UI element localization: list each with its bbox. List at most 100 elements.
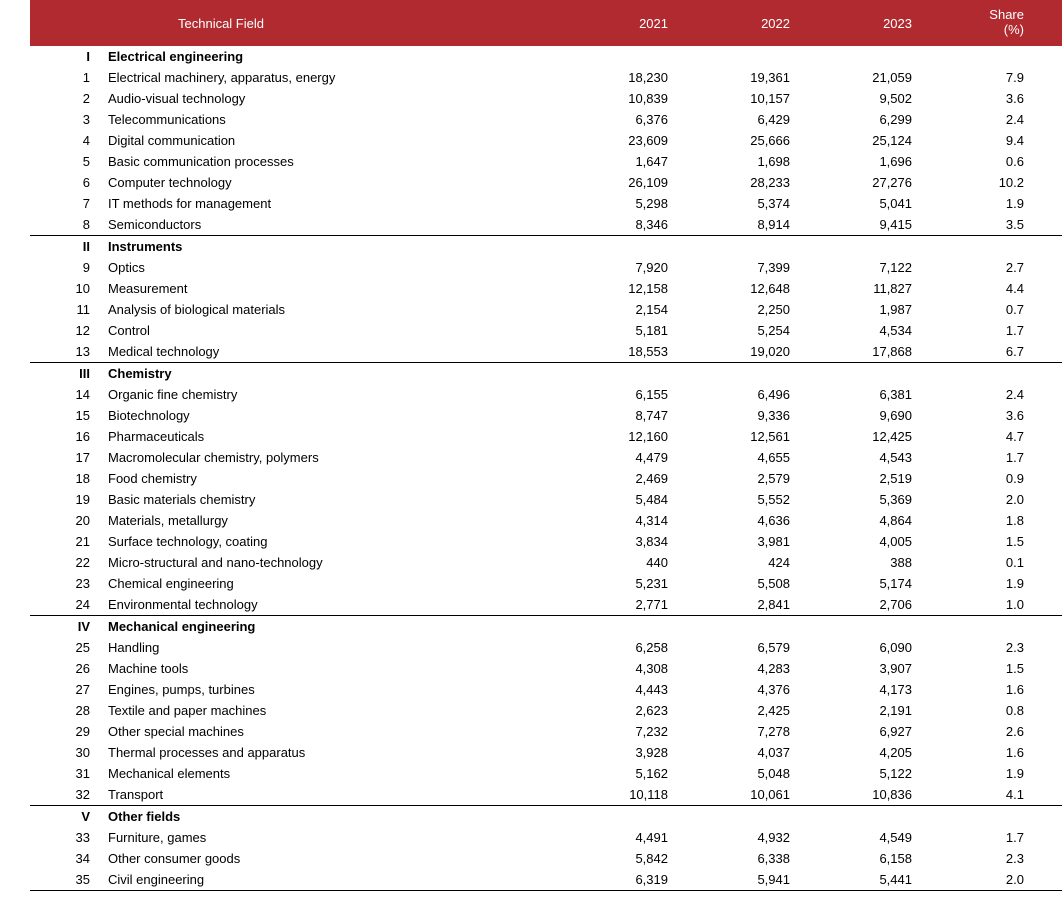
row-index: 31 bbox=[30, 763, 108, 784]
row-index: 10 bbox=[30, 278, 108, 299]
row-name: Micro-structural and nano-technology bbox=[108, 552, 558, 573]
row-2021: 18,553 bbox=[558, 341, 680, 363]
row-2021: 6,376 bbox=[558, 109, 680, 130]
row-2022: 8,914 bbox=[680, 214, 802, 236]
row-name: Other consumer goods bbox=[108, 848, 558, 869]
row-growth: -9.6 bbox=[1036, 700, 1062, 721]
table-row: 24Environmental technology2,7712,8412,70… bbox=[30, 594, 1062, 616]
table-row: 10Measurement12,15812,64811,8274.4-6.5 bbox=[30, 278, 1062, 299]
section-roman: II bbox=[30, 236, 108, 258]
row-2023: 6,381 bbox=[802, 384, 924, 405]
row-index: 18 bbox=[30, 468, 108, 489]
row-growth: -4.8 bbox=[1036, 594, 1062, 616]
row-share: 9.4 bbox=[924, 130, 1036, 151]
table-row: 15Biotechnology8,7479,3369,6903.63.8 bbox=[30, 405, 1062, 426]
row-name: Medical technology bbox=[108, 341, 558, 363]
row-growth: -4.8 bbox=[1036, 721, 1062, 742]
row-share: 1.9 bbox=[924, 573, 1036, 594]
table-row: 8Semiconductors8,3468,9149,4153.55.6 bbox=[30, 214, 1062, 236]
row-name: Machine tools bbox=[108, 658, 558, 679]
row-2022: 2,425 bbox=[680, 700, 802, 721]
row-2022: 5,048 bbox=[680, 763, 802, 784]
row-2022: 6,429 bbox=[680, 109, 802, 130]
table-row: 21Surface technology, coating3,8343,9814… bbox=[30, 531, 1062, 552]
row-name: Textile and paper machines bbox=[108, 700, 558, 721]
row-index: 7 bbox=[30, 193, 108, 214]
row-name: Thermal processes and apparatus bbox=[108, 742, 558, 763]
row-2023: 5,122 bbox=[802, 763, 924, 784]
row-2022: 5,254 bbox=[680, 320, 802, 341]
table-row: 4Digital communication23,60925,66625,124… bbox=[30, 130, 1062, 151]
row-share: 7.9 bbox=[924, 67, 1036, 88]
row-2023: 2,519 bbox=[802, 468, 924, 489]
row-index: 21 bbox=[30, 531, 108, 552]
row-index: 9 bbox=[30, 257, 108, 278]
header-2023: 2023 bbox=[802, 0, 924, 46]
row-share: 4.4 bbox=[924, 278, 1036, 299]
row-2021: 26,109 bbox=[558, 172, 680, 193]
row-2021: 18,230 bbox=[558, 67, 680, 88]
row-2022: 2,579 bbox=[680, 468, 802, 489]
row-growth: -2.8 bbox=[1036, 848, 1062, 869]
section-header: VOther fields bbox=[30, 806, 1062, 828]
table-row: 31Mechanical elements5,1625,0485,1221.91… bbox=[30, 763, 1062, 784]
row-2022: 12,561 bbox=[680, 426, 802, 447]
row-2023: 21,059 bbox=[802, 67, 924, 88]
row-growth: -1.8 bbox=[1036, 384, 1062, 405]
row-growth: 5.6 bbox=[1036, 214, 1062, 236]
row-share: 2.6 bbox=[924, 721, 1036, 742]
row-2023: 11,827 bbox=[802, 278, 924, 299]
row-name: Basic communication processes bbox=[108, 151, 558, 172]
table-row: 29Other special machines7,2327,2786,9272… bbox=[30, 721, 1062, 742]
row-2021: 5,231 bbox=[558, 573, 680, 594]
table-row: 33Furniture, games4,4914,9324,5491.7-7.8 bbox=[30, 827, 1062, 848]
row-growth: -2.0 bbox=[1036, 109, 1062, 130]
header-growth-l1: Growth bbox=[1036, 8, 1062, 23]
row-growth: -6.4 bbox=[1036, 88, 1062, 109]
row-2022: 4,655 bbox=[680, 447, 802, 468]
table-row: 13Medical technology18,55319,02017,8686.… bbox=[30, 341, 1062, 363]
row-growth: -6.5 bbox=[1036, 278, 1062, 299]
row-name: Analysis of biological materials bbox=[108, 299, 558, 320]
table-row: 30Thermal processes and apparatus3,9284,… bbox=[30, 742, 1062, 763]
table-row: 20Materials, metallurgy4,3144,6364,8641.… bbox=[30, 510, 1062, 531]
row-name: Organic fine chemistry bbox=[108, 384, 558, 405]
row-name: Engines, pumps, turbines bbox=[108, 679, 558, 700]
row-2021: 2,771 bbox=[558, 594, 680, 616]
row-name: Materials, metallurgy bbox=[108, 510, 558, 531]
row-2022: 4,932 bbox=[680, 827, 802, 848]
row-share: 1.5 bbox=[924, 531, 1036, 552]
row-index: 33 bbox=[30, 827, 108, 848]
row-2023: 9,690 bbox=[802, 405, 924, 426]
row-2021: 10,118 bbox=[558, 784, 680, 806]
row-2021: 6,258 bbox=[558, 637, 680, 658]
row-2022: 7,278 bbox=[680, 721, 802, 742]
row-name: IT methods for management bbox=[108, 193, 558, 214]
row-2023: 25,124 bbox=[802, 130, 924, 151]
row-share: 0.9 bbox=[924, 468, 1036, 489]
row-growth: -7.8 bbox=[1036, 827, 1062, 848]
row-2022: 424 bbox=[680, 552, 802, 573]
row-share: 1.9 bbox=[924, 763, 1036, 784]
row-2022: 7,399 bbox=[680, 257, 802, 278]
header-growth-l2: (%) bbox=[1036, 23, 1062, 38]
row-2021: 2,623 bbox=[558, 700, 680, 721]
row-index: 1 bbox=[30, 67, 108, 88]
row-growth: -3.4 bbox=[1036, 172, 1062, 193]
row-2021: 5,181 bbox=[558, 320, 680, 341]
row-2021: 4,308 bbox=[558, 658, 680, 679]
row-growth: -6.1 bbox=[1036, 573, 1062, 594]
row-name: Environmental technology bbox=[108, 594, 558, 616]
row-2023: 5,369 bbox=[802, 489, 924, 510]
row-2021: 10,839 bbox=[558, 88, 680, 109]
row-2023: 3,907 bbox=[802, 658, 924, 679]
row-share: 2.3 bbox=[924, 637, 1036, 658]
row-share: 0.6 bbox=[924, 151, 1036, 172]
row-index: 3 bbox=[30, 109, 108, 130]
header-growth: Growth (%) bbox=[1036, 0, 1062, 46]
row-2023: 5,174 bbox=[802, 573, 924, 594]
row-index: 26 bbox=[30, 658, 108, 679]
row-growth: 4.9 bbox=[1036, 510, 1062, 531]
section-title: Instruments bbox=[108, 236, 558, 258]
row-index: 15 bbox=[30, 405, 108, 426]
